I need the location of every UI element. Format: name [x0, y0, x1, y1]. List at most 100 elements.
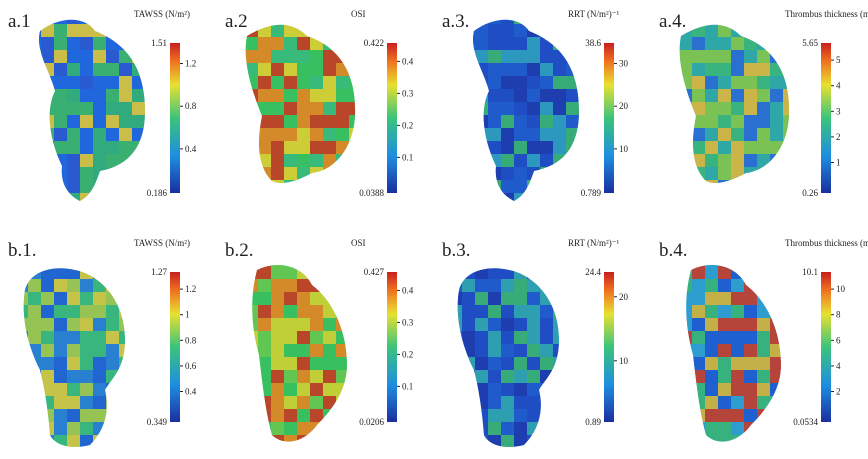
patch — [666, 193, 679, 206]
colorbar-min: 0.0388 — [359, 188, 384, 198]
patch — [323, 206, 336, 219]
patch — [796, 50, 809, 63]
colorbar-tick-label: 10 — [836, 284, 846, 294]
patch — [796, 370, 809, 383]
patch — [271, 305, 284, 318]
patch — [80, 193, 93, 206]
patch — [106, 448, 119, 459]
patch — [54, 63, 67, 76]
patch — [284, 435, 297, 448]
vessel — [232, 11, 375, 232]
colorbar — [604, 272, 614, 422]
patch — [323, 409, 336, 422]
patch — [462, 76, 475, 89]
patch — [796, 279, 809, 292]
patch — [449, 102, 462, 115]
patch — [488, 206, 501, 219]
patch — [145, 448, 158, 459]
patch — [783, 37, 796, 50]
patch — [145, 141, 158, 154]
patch — [540, 266, 553, 279]
patch — [119, 193, 132, 206]
patch — [462, 128, 475, 141]
patch — [232, 167, 245, 180]
patch — [796, 63, 809, 76]
patch — [566, 318, 579, 331]
patch — [54, 24, 67, 37]
patch — [718, 115, 731, 128]
patch — [258, 76, 271, 89]
patch — [80, 435, 93, 448]
patch — [666, 409, 679, 422]
patch — [566, 167, 579, 180]
patch — [310, 24, 323, 37]
patch — [731, 396, 744, 409]
patch — [488, 448, 501, 459]
patch — [284, 76, 297, 89]
patch — [271, 11, 284, 24]
patch — [271, 63, 284, 76]
patch — [41, 167, 54, 180]
patch — [692, 370, 705, 383]
patch — [770, 253, 783, 266]
patch — [271, 180, 284, 193]
patch — [284, 266, 297, 279]
patch — [349, 370, 362, 383]
patch — [310, 409, 323, 422]
patch — [15, 167, 28, 180]
patch — [41, 292, 54, 305]
vessel — [15, 240, 158, 459]
patch — [67, 89, 80, 102]
patch — [488, 357, 501, 370]
patch — [566, 141, 579, 154]
patch — [731, 292, 744, 305]
colorbar-tick-label: 8 — [836, 310, 841, 320]
patch — [501, 279, 514, 292]
patch — [145, 318, 158, 331]
patch — [757, 167, 770, 180]
patch — [666, 89, 679, 102]
patch — [106, 279, 119, 292]
patch — [553, 383, 566, 396]
patch — [705, 240, 718, 253]
patch — [718, 240, 731, 253]
patch — [67, 240, 80, 253]
patch — [297, 154, 310, 167]
patch — [770, 219, 783, 232]
patch — [28, 383, 41, 396]
patch — [744, 396, 757, 409]
patch — [718, 292, 731, 305]
patch — [488, 370, 501, 383]
patch — [488, 128, 501, 141]
patch — [336, 206, 349, 219]
patch — [527, 24, 540, 37]
patch — [475, 331, 488, 344]
patch — [349, 331, 362, 344]
patch — [757, 383, 770, 396]
patch — [258, 370, 271, 383]
patch — [566, 219, 579, 232]
patch — [284, 305, 297, 318]
patch — [462, 141, 475, 154]
patch — [258, 266, 271, 279]
patch — [501, 102, 514, 115]
patch — [41, 193, 54, 206]
patch — [310, 11, 323, 24]
patch — [449, 50, 462, 63]
patch — [336, 253, 349, 266]
colorbar-tick-label: 1.2 — [185, 59, 196, 69]
patch — [731, 435, 744, 448]
patch — [783, 357, 796, 370]
patch — [145, 154, 158, 167]
patch — [579, 253, 592, 266]
patch — [93, 219, 106, 232]
patch — [67, 219, 80, 232]
patch — [80, 24, 93, 37]
patch — [284, 167, 297, 180]
patch — [757, 331, 770, 344]
patch — [757, 141, 770, 154]
patch — [488, 305, 501, 318]
patch — [362, 24, 375, 37]
patch — [93, 154, 106, 167]
patch — [553, 409, 566, 422]
